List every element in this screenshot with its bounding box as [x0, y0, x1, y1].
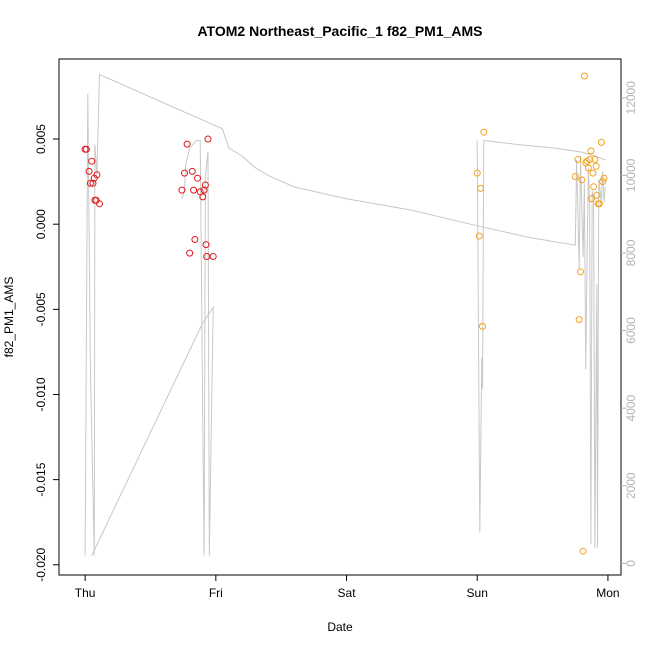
y-axis: -0.020 -0.015 -0.010 -0.005 0.000 0.005: [34, 124, 59, 582]
data-point: [194, 174, 201, 182]
y-tick-label: -0.015: [34, 462, 48, 496]
data-point: [204, 135, 212, 143]
data-point: [475, 232, 483, 240]
x-axis-label: Date: [327, 620, 353, 634]
y-axis-right: 0 2000 4000 6000 8000 10000 12000: [621, 81, 638, 567]
y2-tick-label: 4000: [624, 395, 638, 422]
data-point: [579, 547, 587, 555]
data-point: [183, 140, 191, 148]
data-point: [480, 128, 488, 136]
data-point: [188, 167, 196, 175]
data-point: [186, 249, 194, 257]
series-line-2: [476, 139, 606, 533]
y-tick-label: -0.005: [34, 292, 48, 326]
data-point: [574, 156, 582, 163]
x-axis: Thu Fri Sat Sun Mon: [75, 575, 620, 600]
data-point: [93, 171, 101, 179]
y-tick-label: 0.000: [34, 209, 48, 239]
data-point: [89, 179, 97, 187]
data-point: [599, 178, 607, 186]
data-point: [201, 181, 209, 189]
data-point: [191, 236, 199, 243]
data-point: [577, 268, 584, 276]
data-point: [178, 186, 186, 194]
data-point: [202, 241, 210, 249]
data-point: [96, 200, 103, 208]
right-axis-line-layer: [84, 73, 606, 556]
y2-tick-label: 6000: [624, 317, 638, 344]
x-tick-label: Fri: [209, 586, 223, 600]
data-point: [600, 174, 608, 182]
data-point: [86, 179, 94, 187]
data-point: [597, 138, 605, 146]
data-point: [181, 169, 188, 177]
x-tick-label: Sat: [338, 586, 357, 600]
data-point: [82, 145, 90, 153]
x-tick-label: Mon: [596, 586, 619, 600]
data-point: [592, 162, 600, 170]
y-tick-label: -0.010: [34, 377, 48, 411]
data-point: [586, 156, 594, 163]
y-tick-label: 0.005: [34, 124, 48, 154]
data-point: [584, 164, 592, 172]
data-point: [209, 253, 217, 260]
y2-tick-label: 8000: [624, 239, 638, 266]
data-point: [580, 72, 588, 80]
data-point: [589, 169, 597, 177]
y-axis-label: f82_PM1_AMS: [2, 277, 16, 358]
data-point: [88, 157, 96, 165]
y2-tick-label: 2000: [624, 472, 638, 499]
y-tick-label: -0.020: [34, 547, 48, 581]
data-point: [578, 176, 586, 184]
y2-tick-label: 12000: [624, 81, 638, 115]
data-point: [200, 186, 208, 194]
data-point: [85, 167, 93, 175]
y2-tick-label: 0: [624, 560, 638, 567]
x-tick-label: Thu: [75, 586, 96, 600]
x-tick-label: Sun: [467, 586, 488, 600]
data-point: [190, 186, 198, 194]
chart-title: ATOM2 Northeast_Pacific_1 f82_PM1_AMS: [197, 23, 482, 39]
data-point: [590, 183, 598, 191]
series-line-0: [84, 73, 606, 556]
plot-frame: [58, 58, 622, 576]
data-point: [595, 200, 603, 208]
data-point: [479, 322, 486, 330]
y2-tick-label: 10000: [624, 158, 638, 192]
scatter-points-layer: [81, 72, 608, 555]
series-line-1: [91, 140, 214, 556]
data-point: [477, 184, 484, 192]
data-point: [199, 193, 207, 201]
data-point: [575, 316, 583, 324]
data-point: [587, 147, 595, 155]
data-point: [588, 195, 596, 203]
data-point: [593, 191, 601, 199]
data-point: [473, 169, 481, 177]
data-point: [591, 156, 599, 163]
data-point: [571, 173, 579, 180]
